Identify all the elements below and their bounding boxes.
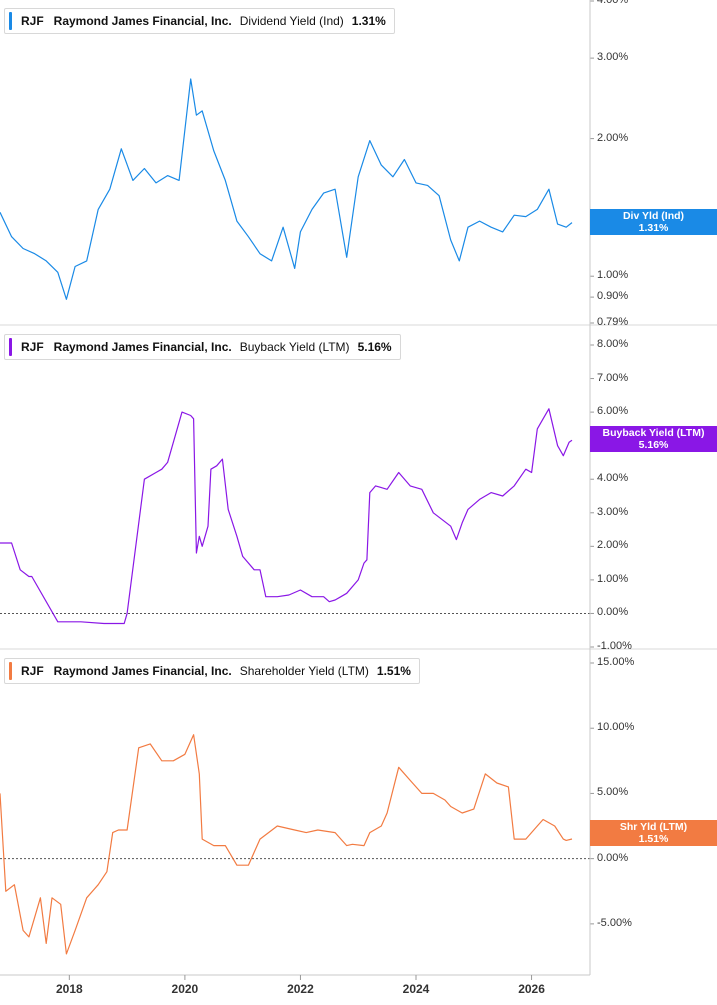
y-tick-label: 4.00% <box>597 472 629 485</box>
y-tick-label: 2.00% <box>597 539 629 552</box>
series-color-swatch <box>9 338 12 356</box>
y-tick-label: 4.00% <box>597 0 629 6</box>
y-tick-label: 6.00% <box>597 405 629 418</box>
x-tick-label: 2024 <box>402 982 430 996</box>
x-tick-label: 2026 <box>518 982 545 996</box>
y-tick-label: 10.00% <box>597 721 635 734</box>
y-tick-label: 0.00% <box>597 851 629 864</box>
series-color-swatch <box>9 12 12 30</box>
last-value-tag-shareholder: Shr Yld (LTM) 1.51% <box>590 820 717 846</box>
legend-ticker: RJF <box>21 664 44 678</box>
y-tick-label: -1.00% <box>597 640 632 652</box>
tag-title: Div Yld (Ind) <box>622 210 685 222</box>
series-line-0 <box>0 78 573 300</box>
tag-title: Buyback Yield (LTM) <box>602 427 705 439</box>
legend-ticker: RJF <box>21 14 44 28</box>
y-tick-label: -5.00% <box>597 916 632 929</box>
series-line-1 <box>0 408 573 625</box>
legend-ticker: RJF <box>21 340 44 354</box>
y-tick-label: 1.00% <box>597 572 629 585</box>
y-tick-label: 0.00% <box>597 606 629 619</box>
legend-company: Raymond James Financial, Inc. <box>53 14 232 28</box>
x-tick-label: 2018 <box>55 982 83 996</box>
y-tick-label: 5.00% <box>597 786 629 799</box>
legend-value: 5.16% <box>357 340 392 354</box>
legend-buyback-yield: RJF Raymond James Financial, Inc. Buybac… <box>4 334 401 360</box>
y-tick-label: 0.79% <box>597 316 629 328</box>
legend-dividend-yield: RJF Raymond James Financial, Inc. Divide… <box>4 8 395 34</box>
legend-metric: Dividend Yield (Ind) <box>239 14 344 28</box>
legend-company: Raymond James Financial, Inc. <box>53 664 232 678</box>
tag-title: Shr Yld (LTM) <box>619 821 688 833</box>
tag-value: 1.51% <box>638 833 669 845</box>
y-tick-label: 0.90% <box>597 290 629 303</box>
legend-shareholder-yield: RJF Raymond James Financial, Inc. Shareh… <box>4 658 420 684</box>
series-line-2 <box>0 734 573 955</box>
y-tick-label: 3.00% <box>597 51 629 64</box>
legend-value: 1.51% <box>376 664 411 678</box>
y-tick-label: 3.00% <box>597 505 629 518</box>
y-tick-label: 15.00% <box>597 656 635 668</box>
y-tick-label: 8.00% <box>597 338 629 350</box>
legend-value: 1.31% <box>351 14 386 28</box>
tag-value: 1.31% <box>638 222 669 234</box>
last-value-tag-dividend: Div Yld (Ind) 1.31% <box>590 209 717 235</box>
series-color-swatch <box>9 662 12 680</box>
y-tick-label: 1.00% <box>597 269 629 282</box>
y-tick-label: 7.00% <box>597 371 629 384</box>
legend-company: Raymond James Financial, Inc. <box>53 340 232 354</box>
legend-metric: Buyback Yield (LTM) <box>239 340 350 354</box>
legend-metric: Shareholder Yield (LTM) <box>239 664 369 678</box>
last-value-tag-buyback: Buyback Yield (LTM) 5.16% <box>590 426 717 452</box>
tag-value: 5.16% <box>638 439 669 451</box>
x-tick-label: 2022 <box>287 982 314 996</box>
x-tick-label: 2020 <box>171 982 199 996</box>
y-tick-label: 2.00% <box>597 131 629 144</box>
